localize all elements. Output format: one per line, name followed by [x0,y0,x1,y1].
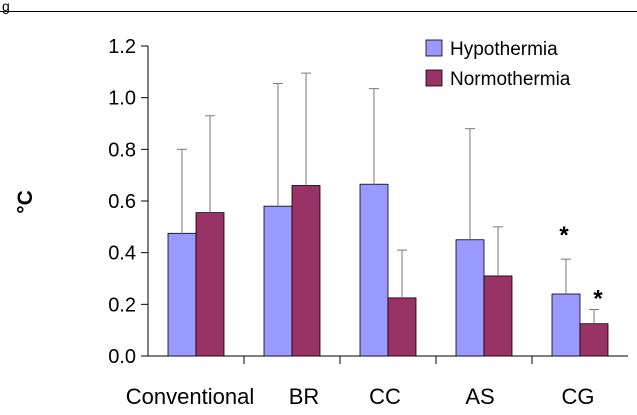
figure-label: g [2,0,10,14]
bar-normothermia-br [291,185,321,357]
bar-hypothermia-cg [551,293,581,357]
legend-swatch-normothermia [425,69,443,87]
bar-hypothermia-br [263,205,293,357]
x-tick-label: CC [369,384,401,409]
y-axis-label: °C [14,190,37,214]
bar-normothermia-cg [579,323,609,357]
y-tick-label: 0.8 [108,139,136,161]
legend-label-hypothermia: Hypothermia [450,39,558,60]
significance-marker: * [593,286,603,313]
y-tick-label: 0.0 [108,346,136,368]
y-tick-label: 1.0 [108,88,136,110]
x-tick-label: Conventional [126,384,254,409]
y-tick-label: 0.4 [108,243,136,265]
significance-marker: * [559,222,569,249]
bar-hypothermia-cc [359,183,389,357]
bar-normothermia-cc [387,297,417,357]
y-tick-label: 0.2 [108,294,136,316]
bar-hypothermia-as [455,239,485,357]
bar-hypothermia-conventional [167,232,197,357]
legend-swatch-hypothermia [425,39,443,57]
legend-label-normothermia: Normothermia [450,69,571,90]
y-tick-label: 1.2 [108,36,136,58]
bar-normothermia-conventional [195,212,225,357]
x-tick-label: AS [465,384,494,409]
header-rule [0,11,637,12]
x-tick-label: CG [562,384,595,409]
bar-normothermia-as [483,275,513,357]
y-tick-label: 0.6 [108,191,136,213]
x-tick-label: BR [289,384,320,409]
